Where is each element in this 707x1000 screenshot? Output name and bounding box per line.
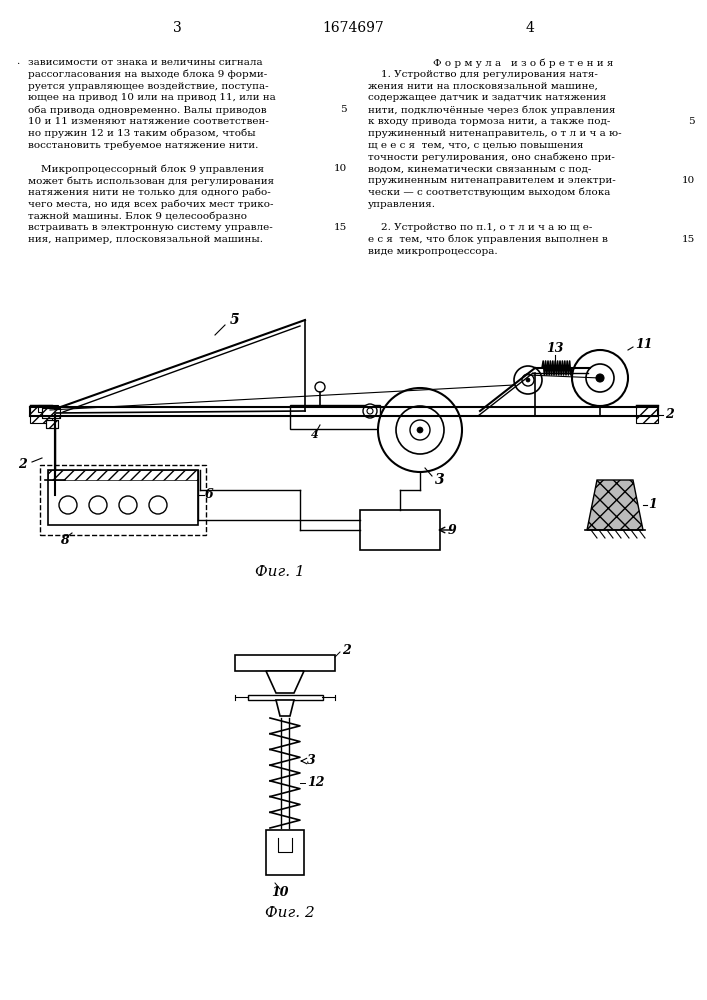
- Text: 10: 10: [271, 886, 288, 900]
- Text: жения нити на плосковязальной машине,: жения нити на плосковязальной машине,: [368, 82, 598, 91]
- Circle shape: [378, 388, 462, 472]
- Text: ния, например, плосковязальной машины.: ния, например, плосковязальной машины.: [28, 235, 263, 244]
- Polygon shape: [266, 671, 304, 693]
- Circle shape: [410, 420, 430, 440]
- Bar: [235, 655, 335, 671]
- Text: чего места, но идя всех рабочих мест трико-: чего места, но идя всех рабочих мест три…: [28, 200, 274, 209]
- Circle shape: [526, 378, 530, 382]
- Text: к входу привода тормоза нити, а также под-: к входу привода тормоза нити, а также по…: [368, 117, 610, 126]
- Text: 4: 4: [525, 21, 534, 35]
- Text: руется управляющее воздействие, поступа-: руется управляющее воздействие, поступа-: [28, 82, 269, 91]
- Bar: [290, 405, 380, 429]
- Bar: [48, 470, 198, 480]
- Text: Фиг. 1: Фиг. 1: [255, 565, 305, 579]
- Circle shape: [367, 408, 373, 414]
- Circle shape: [59, 496, 77, 514]
- Text: Микропроцессорный блок 9 управления: Микропроцессорный блок 9 управления: [28, 164, 264, 174]
- Circle shape: [522, 374, 534, 386]
- Circle shape: [586, 364, 614, 392]
- Text: 3: 3: [435, 473, 445, 487]
- Text: управления.: управления.: [368, 200, 436, 209]
- Text: 15: 15: [682, 235, 695, 244]
- Circle shape: [417, 427, 423, 433]
- Text: 4: 4: [311, 430, 319, 440]
- Circle shape: [514, 366, 542, 394]
- Text: 5: 5: [230, 313, 240, 327]
- Text: 10: 10: [334, 164, 347, 173]
- Text: 15: 15: [334, 223, 347, 232]
- Text: 6: 6: [205, 488, 214, 502]
- Text: 10 и 11 изменяют натяжение соответствен-: 10 и 11 изменяют натяжение соответствен-: [28, 117, 269, 126]
- Text: зависимости от знака и величины сигнала: зависимости от знака и величины сигнала: [28, 58, 262, 67]
- Bar: [266, 830, 304, 875]
- Text: 8: 8: [60, 534, 69, 546]
- Text: 1. Устройство для регулирования натя-: 1. Устройство для регулирования натя-: [368, 70, 598, 79]
- Text: содержащее датчик и задатчик натяжения: содержащее датчик и задатчик натяжения: [368, 93, 606, 102]
- Polygon shape: [587, 480, 643, 530]
- Bar: [46, 420, 58, 428]
- Text: 9: 9: [448, 524, 457, 536]
- Circle shape: [119, 496, 137, 514]
- Bar: [42, 408, 60, 418]
- Text: 2. Устройство по п.1, о т л и ч а ю щ е-: 2. Устройство по п.1, о т л и ч а ю щ е-: [368, 223, 592, 232]
- Text: 5: 5: [689, 117, 695, 126]
- Text: чески — с соответствующим выходом блока: чески — с соответствующим выходом блока: [368, 188, 610, 197]
- Text: точности регулирования, оно снабжено при-: точности регулирования, оно снабжено при…: [368, 152, 615, 162]
- Text: 3: 3: [307, 754, 316, 768]
- Bar: [248, 695, 323, 700]
- Text: .: .: [16, 57, 19, 66]
- Text: тажной машины. Блок 9 целесообразно: тажной машины. Блок 9 целесообразно: [28, 211, 247, 221]
- Text: 1674697: 1674697: [322, 21, 384, 35]
- Bar: [40, 465, 206, 535]
- Bar: [30, 405, 52, 423]
- Text: 2: 2: [18, 458, 27, 472]
- Text: водом, кинематически связанным с под-: водом, кинематически связанным с под-: [368, 164, 591, 173]
- Circle shape: [315, 382, 325, 392]
- Text: 12: 12: [307, 776, 325, 790]
- Text: Ф о р м у л а   и з о б р е т е н и я: Ф о р м у л а и з о б р е т е н и я: [433, 58, 613, 68]
- Circle shape: [149, 496, 167, 514]
- Text: 2: 2: [342, 645, 351, 658]
- Text: натяжения нити не только для одного рабо-: натяжения нити не только для одного рабо…: [28, 188, 271, 197]
- Text: 2: 2: [665, 408, 674, 422]
- Circle shape: [396, 406, 444, 454]
- Circle shape: [363, 404, 377, 418]
- Circle shape: [572, 350, 628, 406]
- Text: 10: 10: [682, 176, 695, 185]
- Text: восстановить требуемое натяжение нити.: восстановить требуемое натяжение нити.: [28, 141, 258, 150]
- Text: щ е е с я  тем, что, с целью повышения: щ е е с я тем, что, с целью повышения: [368, 141, 583, 150]
- Text: ющее на привод 10 или на привод 11, или на: ющее на привод 10 или на привод 11, или …: [28, 93, 276, 102]
- Text: 13: 13: [547, 342, 563, 355]
- Text: пружиненным нитенаправителем и электри-: пружиненным нитенаправителем и электри-: [368, 176, 616, 185]
- Polygon shape: [276, 700, 294, 716]
- Text: 5: 5: [340, 105, 347, 114]
- Text: нити, подключённые через блок управления: нити, подключённые через блок управления: [368, 105, 616, 115]
- Bar: [636, 405, 658, 423]
- Text: Фиг. 2: Фиг. 2: [265, 906, 315, 920]
- Text: виде микропроцессора.: виде микропроцессора.: [368, 247, 498, 256]
- Circle shape: [89, 496, 107, 514]
- Text: пружиненный нитенаправитель, о т л и ч а ю-: пружиненный нитенаправитель, о т л и ч а…: [368, 129, 621, 138]
- Text: 3: 3: [173, 21, 182, 35]
- Text: оба привода одновременно. Валы приводов: оба привода одновременно. Валы приводов: [28, 105, 267, 115]
- Text: 11: 11: [635, 338, 653, 352]
- Text: е с я  тем, что блок управления выполнен в: е с я тем, что блок управления выполнен …: [368, 235, 608, 244]
- Text: но пружин 12 и 13 таким образом, чтобы: но пружин 12 и 13 таким образом, чтобы: [28, 129, 256, 138]
- Bar: [38, 405, 58, 412]
- Bar: [46, 420, 58, 428]
- Text: встраивать в электронную систему управле-: встраивать в электронную систему управле…: [28, 223, 273, 232]
- Text: может быть использован для регулирования: может быть использован для регулирования: [28, 176, 274, 186]
- Text: рассогласования на выходе блока 9 форми-: рассогласования на выходе блока 9 форми-: [28, 70, 267, 79]
- Bar: [48, 470, 198, 525]
- Circle shape: [596, 374, 604, 382]
- Text: 1: 1: [648, 498, 657, 512]
- Bar: [42, 408, 60, 418]
- Bar: [360, 510, 440, 550]
